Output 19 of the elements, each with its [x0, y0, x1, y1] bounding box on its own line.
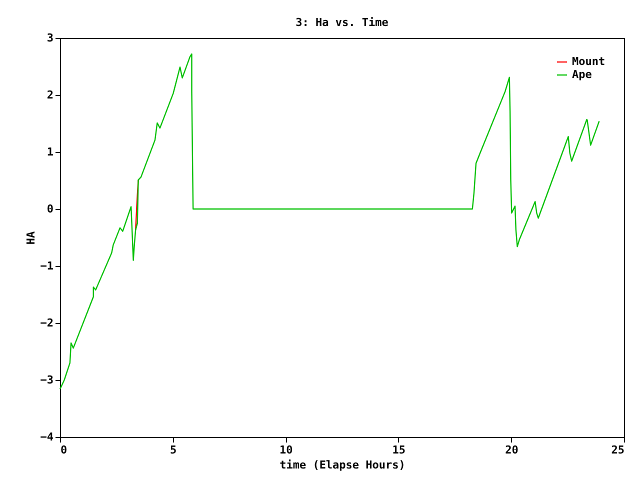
x-tick-label: 5	[170, 444, 177, 456]
y-tick-label: 2	[46, 88, 54, 102]
x-tick-label: 20	[505, 444, 518, 456]
x-axis-title: time (Elapse Hours)	[280, 458, 406, 472]
y-tick-label: 3	[46, 32, 54, 44]
y-tick-label: −1	[40, 260, 54, 272]
legend-label: Mount	[572, 55, 606, 68]
y-tick-label: 1	[46, 146, 54, 158]
legend-label: Ape	[572, 68, 592, 81]
x-tick-label: 25	[611, 444, 624, 456]
x-tick-label: 15	[392, 444, 406, 456]
y-tick-label: −2	[40, 316, 54, 330]
x-tick-label: 10	[279, 444, 293, 456]
y-tick-label: 0	[46, 202, 54, 216]
x-tick-label: 0	[60, 444, 68, 456]
chart-title: 3: Ha vs. Time	[296, 16, 389, 29]
y-tick-label: −4	[40, 430, 54, 444]
y-axis-title: HA	[24, 231, 38, 245]
y-tick-label: −3	[40, 374, 54, 386]
